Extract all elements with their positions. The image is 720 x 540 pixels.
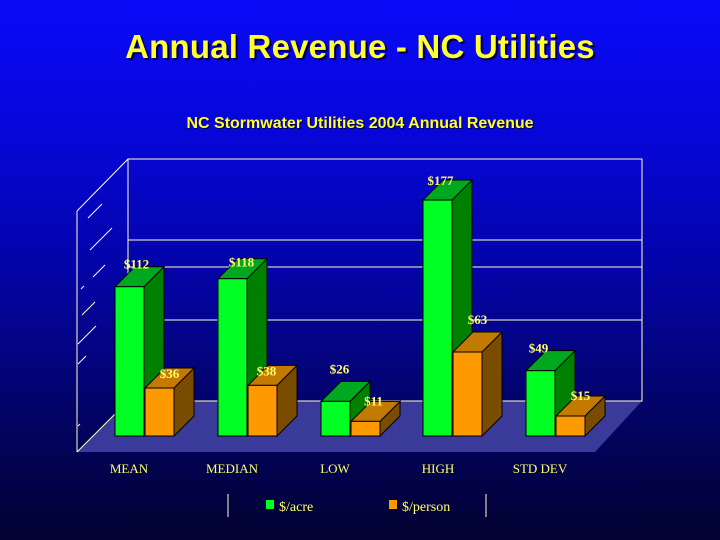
bar-person-std-dev xyxy=(554,394,607,438)
gridlines xyxy=(128,239,642,321)
bar-person-mean xyxy=(143,366,196,438)
bar-person-median xyxy=(246,364,299,438)
legend-swatch-person xyxy=(389,500,397,509)
category-label: MEDIAN xyxy=(206,461,259,476)
legend: $/acre $/person xyxy=(227,494,487,517)
value-label: $63 xyxy=(468,312,488,327)
legend-label-person: $/person xyxy=(402,500,450,515)
category-labels: MEAN MEDIAN LOW HIGH STD DEV xyxy=(110,461,568,476)
value-label: $112 xyxy=(124,257,149,272)
slide-title: Annual Revenue - NC Utilities xyxy=(125,28,595,65)
value-label: $15 xyxy=(571,388,591,403)
bars-group: $112 $36 $118 $38 $26 $11 $177 $63 $49 $15 xyxy=(113,173,607,438)
value-label: $26 xyxy=(330,361,350,376)
value-label: $38 xyxy=(257,363,277,378)
legend-label-acre: $/acre xyxy=(279,500,313,515)
category-label: STD DEV xyxy=(513,461,568,476)
value-label: $177 xyxy=(428,173,455,188)
category-label: LOW xyxy=(320,461,350,476)
bar-person-high xyxy=(451,330,504,438)
chart-title: NC Stormwater Utilities 2004 Annual Reve… xyxy=(186,115,534,132)
bar-person-low xyxy=(349,400,402,438)
category-label: HIGH xyxy=(422,461,455,476)
legend-swatch-acre xyxy=(266,500,274,509)
value-label: $49 xyxy=(529,341,549,356)
value-label: $11 xyxy=(364,393,383,408)
category-label: MEAN xyxy=(110,461,149,476)
value-label: $36 xyxy=(160,366,180,381)
value-label: $118 xyxy=(229,255,255,270)
